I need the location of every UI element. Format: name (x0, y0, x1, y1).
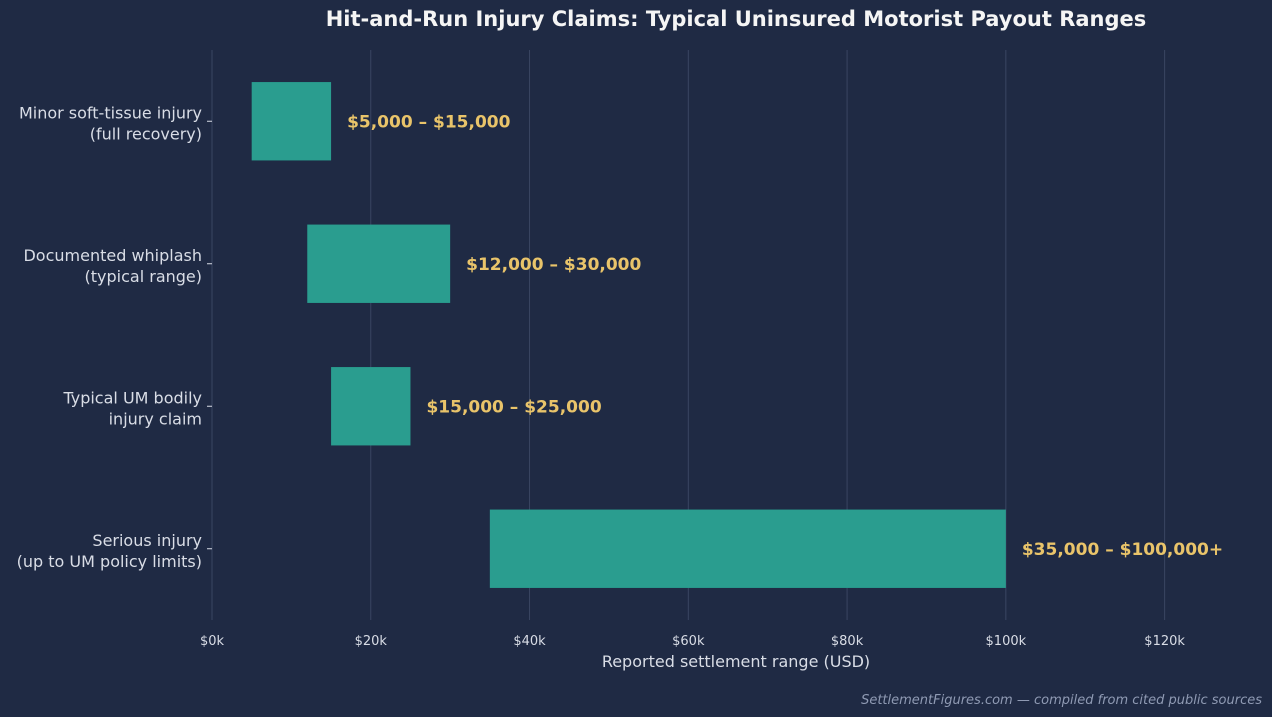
grid-lines (211, 50, 1166, 620)
x-tick-label: $80k (831, 634, 864, 649)
category-label-subtitle: injury claim (109, 409, 202, 428)
x-tick-label: $0k (200, 634, 225, 649)
x-tick-label: $100k (986, 634, 1027, 649)
range-value-label: $12,000 – $30,000 (466, 255, 641, 275)
range-value-label: $35,000 – $100,000+ (1022, 540, 1223, 560)
category-label-subtitle: (full recovery) (90, 124, 202, 143)
range-bar (251, 82, 332, 161)
category-labels: Minor soft-tissue injury (full recovery) D… (17, 103, 212, 571)
range-bar (331, 367, 411, 446)
category-label-subtitle: (up to UM policy limits) (17, 552, 202, 571)
chart-title: Hit-and-Run Injury Claims: Typical Unins… (326, 7, 1147, 31)
range-value-label: $15,000 – $25,000 (426, 397, 601, 417)
category-label: Serious injury (92, 531, 202, 550)
range-bars: $5,000 – $15,000 $12,000 – $30,000 $15,000… (251, 82, 1223, 588)
x-tick-label: $60k (672, 634, 705, 649)
source-footer: SettlementFigures.com — compiled from ci… (861, 693, 1262, 708)
range-bar (489, 509, 1006, 588)
category-label: Minor soft-tissue injury (19, 103, 202, 122)
x-axis-label: Reported settlement range (USD) (602, 652, 870, 671)
x-axis-ticks: $0k $20k $40k $60k $80k $100k $120k (200, 634, 1185, 649)
x-tick-label: $120k (1144, 634, 1185, 649)
category-label: Documented whiplash (23, 246, 202, 265)
category-label: Typical UM bodily (62, 388, 202, 407)
x-tick-label: $20k (355, 634, 388, 649)
category-label-subtitle: (typical range) (85, 267, 202, 286)
x-tick-label: $40k (513, 634, 546, 649)
range-value-label: $5,000 – $15,000 (347, 112, 511, 132)
range-bar (307, 224, 451, 303)
